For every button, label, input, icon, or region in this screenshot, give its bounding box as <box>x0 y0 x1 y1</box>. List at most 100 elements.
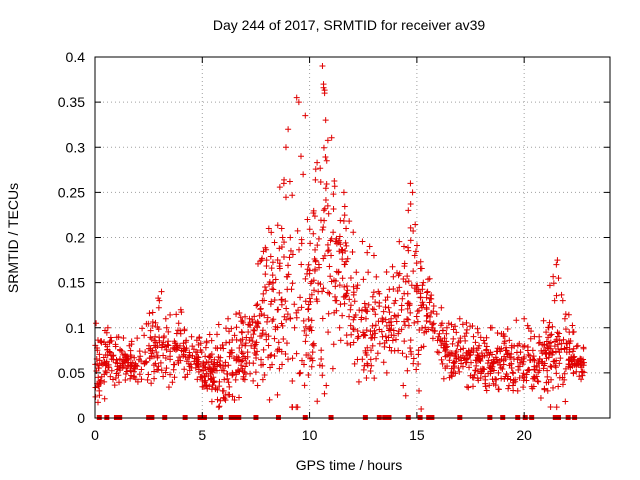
data-point <box>278 225 285 232</box>
data-point <box>466 352 473 359</box>
data-point <box>198 373 205 380</box>
data-point <box>353 269 360 276</box>
data-point <box>550 384 557 391</box>
data-point <box>379 333 386 340</box>
data-point <box>188 333 195 340</box>
data-point <box>414 282 421 289</box>
data-point <box>96 351 103 358</box>
data-point <box>254 382 261 389</box>
data-point <box>155 295 162 302</box>
data-point <box>463 330 470 337</box>
data-point <box>189 352 196 359</box>
data-point <box>287 315 294 322</box>
data-point <box>93 320 100 327</box>
data-point <box>321 205 328 212</box>
data-point <box>311 267 318 274</box>
data-point <box>373 273 380 280</box>
data-point <box>107 334 114 341</box>
data-point <box>514 342 521 349</box>
data-point <box>274 391 281 398</box>
data-point <box>246 359 253 366</box>
data-point <box>396 270 403 277</box>
data-point <box>330 229 337 236</box>
data-point <box>546 282 553 289</box>
data-point <box>211 356 218 363</box>
data-point <box>220 387 227 394</box>
data-point <box>407 337 414 344</box>
data-point <box>310 230 317 237</box>
data-point <box>333 235 340 242</box>
chart-title: Day 244 of 2017, SRMTID for receiver av3… <box>213 17 486 33</box>
data-point <box>544 373 551 380</box>
data-point <box>298 261 305 268</box>
data-point <box>569 329 576 336</box>
data-point <box>371 375 378 382</box>
data-point <box>443 324 450 331</box>
data-point <box>136 348 143 355</box>
data-point <box>155 304 162 311</box>
data-point <box>309 341 316 348</box>
data-point <box>496 358 503 365</box>
data-point <box>517 359 524 366</box>
data-point <box>476 342 483 349</box>
data-point <box>578 376 585 383</box>
data-point <box>413 260 420 267</box>
data-point <box>298 304 305 311</box>
data-point <box>151 375 158 382</box>
data-point <box>251 327 258 334</box>
data-point <box>174 327 181 334</box>
data-point <box>437 322 444 329</box>
data-point <box>323 157 330 164</box>
data-point <box>96 357 103 364</box>
data-point <box>574 361 581 368</box>
data-point <box>136 371 143 378</box>
data-point <box>267 364 274 371</box>
data-point <box>543 379 550 386</box>
data-point <box>360 276 367 283</box>
data-point <box>296 370 303 377</box>
data-point <box>414 318 421 325</box>
data-point <box>362 306 369 313</box>
data-point <box>543 338 550 345</box>
data-point <box>477 370 484 377</box>
data-point <box>350 325 357 332</box>
data-point <box>186 354 193 361</box>
data-point <box>226 383 233 390</box>
data-point <box>289 355 296 362</box>
data-point <box>325 289 332 296</box>
data-point <box>401 338 408 345</box>
data-point <box>404 305 411 312</box>
data-point <box>177 306 184 313</box>
data-point <box>369 342 376 349</box>
y-tick-label: 0.4 <box>66 49 86 65</box>
data-point <box>479 353 486 360</box>
data-point <box>314 159 321 166</box>
data-point <box>365 269 372 276</box>
data-point <box>408 282 415 289</box>
data-point <box>322 196 329 203</box>
data-point <box>543 329 550 336</box>
data-point <box>175 320 182 327</box>
data-point <box>268 265 275 272</box>
data-point <box>347 302 354 309</box>
data-point <box>271 239 278 246</box>
data-point <box>372 330 379 337</box>
data-point <box>295 307 302 314</box>
data-point <box>252 351 259 358</box>
data-point <box>452 351 459 358</box>
data-point <box>158 344 165 351</box>
data-point <box>224 371 231 378</box>
data-point <box>161 333 168 340</box>
data-point <box>525 366 532 373</box>
data-point <box>513 349 520 356</box>
data-point <box>146 310 153 317</box>
data-point <box>570 345 577 352</box>
data-point <box>384 294 391 301</box>
data-point <box>336 282 343 289</box>
data-point <box>569 322 576 329</box>
data-point <box>124 368 131 375</box>
data-point <box>550 280 557 287</box>
data-point <box>407 344 414 351</box>
